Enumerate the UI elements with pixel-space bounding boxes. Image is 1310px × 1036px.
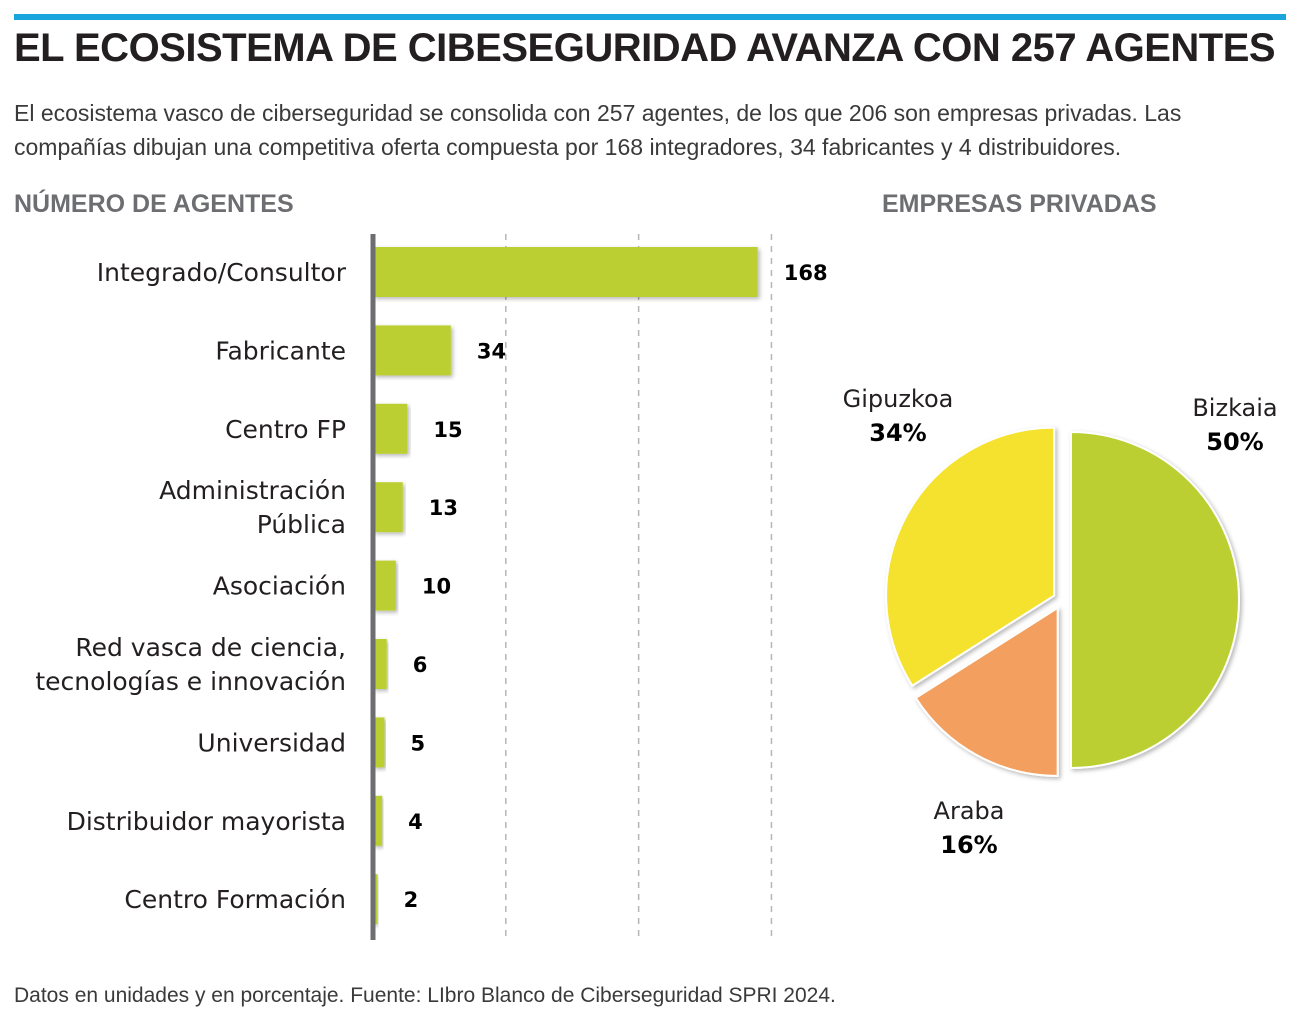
category-label: Pública bbox=[257, 510, 346, 539]
category-label: Red vasca de ciencia, bbox=[75, 633, 346, 662]
page-title: EL ECOSISTEMA DE CIBESEGURIDAD AVANZA CO… bbox=[14, 26, 1276, 70]
category-label: tecnologías e innovación bbox=[35, 667, 346, 696]
category-label: Distribuidor mayorista bbox=[67, 807, 346, 836]
pie-slice-bizkaia bbox=[1070, 430, 1240, 770]
pie-label-name: Bizkaia bbox=[1192, 394, 1277, 422]
pie-label-percent: 16% bbox=[940, 831, 997, 859]
bar bbox=[373, 247, 758, 297]
bar-chart-title: NÚMERO DE AGENTES bbox=[14, 190, 294, 218]
pie-label-percent: 34% bbox=[869, 419, 926, 447]
bar bbox=[373, 325, 451, 376]
top-accent-rule bbox=[14, 14, 1286, 20]
pie-label-percent: 50% bbox=[1206, 428, 1263, 456]
bar-value-label: 34 bbox=[477, 339, 506, 363]
pie-series bbox=[885, 426, 1240, 777]
pie-label-name: Araba bbox=[934, 797, 1005, 825]
bar-value-label: 168 bbox=[784, 261, 828, 285]
bar-value-label: 5 bbox=[410, 731, 425, 755]
bar bbox=[373, 717, 385, 768]
bar bbox=[373, 403, 408, 454]
bar bbox=[373, 560, 396, 611]
bar-value-label: 4 bbox=[408, 810, 423, 834]
lede-paragraph: El ecosistema vasco de ciberseguridad se… bbox=[14, 100, 1182, 160]
category-label: Asociación bbox=[213, 572, 346, 601]
pie-chart-title: EMPRESAS PRIVADAS bbox=[882, 190, 1157, 218]
bar-value-label: 13 bbox=[429, 496, 458, 520]
category-label: Universidad bbox=[197, 728, 346, 757]
bar bbox=[373, 639, 387, 689]
pie-slice-gipuzkoa bbox=[885, 426, 1056, 688]
bar-value-label: 15 bbox=[433, 418, 462, 442]
source-footnote: Datos en unidades y en porcentaje. Fuent… bbox=[14, 984, 836, 1007]
category-label: Centro FP bbox=[225, 415, 346, 444]
pie-slice-araba bbox=[914, 606, 1059, 777]
category-label: Administración bbox=[159, 476, 346, 505]
pie-labels: Bizkaia 50% Araba 16% Gipuzkoa 34% bbox=[843, 385, 1278, 859]
category-label: Centro Formación bbox=[124, 885, 346, 914]
bar-value-label: 2 bbox=[404, 888, 419, 912]
bar-value-label: 10 bbox=[422, 575, 451, 599]
bar-value-label: 6 bbox=[413, 653, 428, 677]
bar-gridlines bbox=[505, 234, 773, 940]
bar bbox=[373, 795, 383, 846]
bar-series: 168 Integrado/Consultor 34 Fabricante 15 Cent… bbox=[35, 247, 828, 925]
category-label: Integrado/Consultor bbox=[97, 258, 347, 287]
bar bbox=[373, 482, 403, 533]
category-label: Fabricante bbox=[215, 336, 346, 365]
pie-label-name: Gipuzkoa bbox=[843, 385, 954, 413]
